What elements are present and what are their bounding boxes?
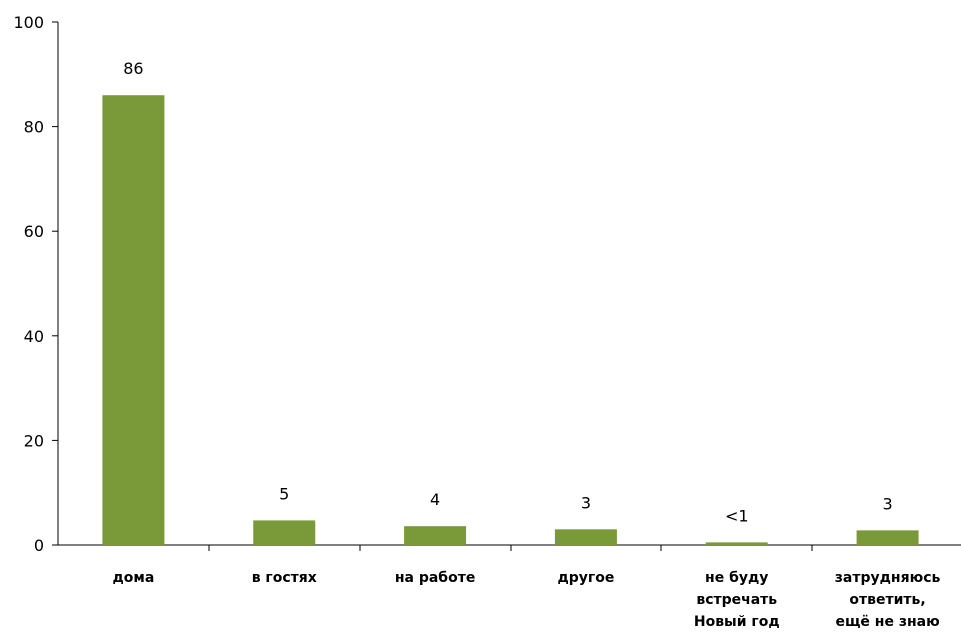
data-label: 4 bbox=[430, 490, 440, 509]
bar bbox=[404, 526, 467, 545]
category-label: Новый год bbox=[694, 614, 780, 630]
y-axis: 0 20 40 60 80 100 bbox=[13, 13, 59, 555]
data-labels: 86 5 4 3 <1 3 bbox=[123, 59, 892, 525]
y-tick-label: 40 bbox=[24, 327, 44, 346]
data-label: 5 bbox=[279, 484, 289, 503]
category-label: встречать bbox=[696, 592, 777, 608]
category-label: другое bbox=[557, 570, 614, 586]
data-label: 3 bbox=[581, 493, 591, 512]
category-label: затрудняюсь bbox=[835, 570, 941, 586]
category-label: ответить, bbox=[849, 592, 925, 608]
category-label: в гостях bbox=[252, 570, 317, 586]
bar bbox=[856, 530, 919, 545]
category-label: ещё не знаю bbox=[835, 614, 939, 630]
category-label: не буду bbox=[705, 570, 768, 586]
category-label: дома bbox=[113, 570, 155, 586]
category-labels: дома в гостях на работе другое не буду встреч… bbox=[113, 570, 941, 630]
bar bbox=[253, 520, 316, 545]
bar bbox=[554, 529, 617, 545]
y-tick-label: 20 bbox=[24, 431, 44, 450]
bars bbox=[102, 95, 919, 545]
y-tick-label: 0 bbox=[34, 536, 44, 555]
bar bbox=[102, 95, 165, 545]
x-axis bbox=[58, 544, 961, 551]
data-label: 86 bbox=[123, 59, 143, 78]
y-tick-label: 100 bbox=[13, 13, 44, 32]
y-tick-label: 60 bbox=[24, 222, 44, 241]
category-label: на работе bbox=[395, 570, 475, 586]
bar bbox=[705, 542, 768, 545]
data-label: 3 bbox=[882, 494, 892, 513]
data-label: <1 bbox=[725, 506, 749, 525]
y-tick-label: 80 bbox=[24, 118, 44, 137]
